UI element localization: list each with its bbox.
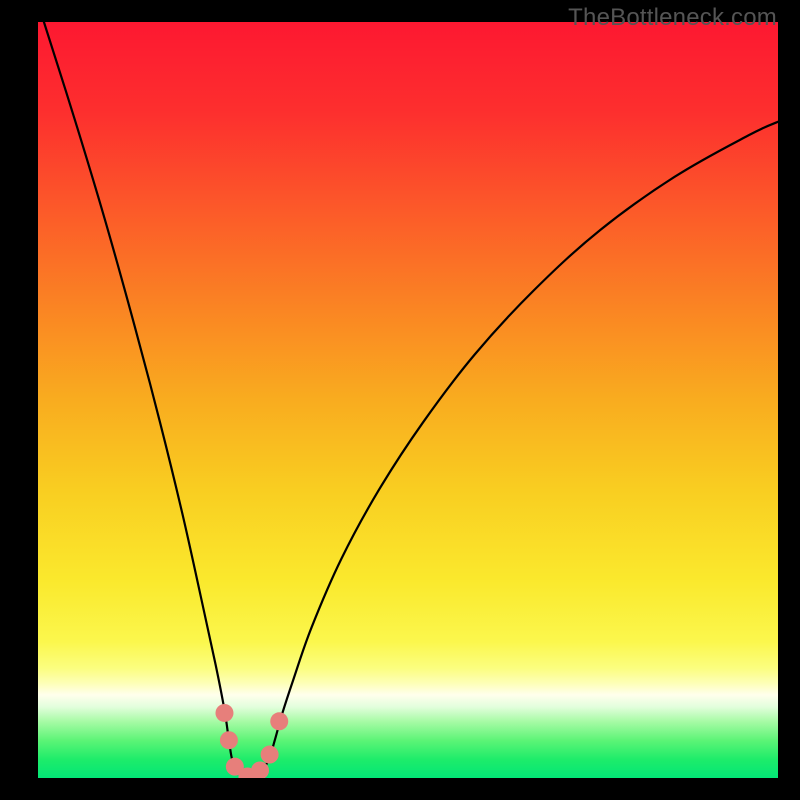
bottleneck-curve: [44, 22, 778, 777]
curve-marker: [270, 712, 288, 730]
chart-root: TheBottleneck.com: [0, 0, 800, 800]
curve-marker: [261, 746, 279, 764]
frame-left: [0, 0, 38, 800]
curve-marker: [220, 731, 238, 749]
curve-layer: [0, 0, 800, 800]
curve-marker: [215, 704, 233, 722]
frame-bottom: [0, 778, 800, 800]
watermark-text: TheBottleneck.com: [568, 4, 777, 32]
frame-right: [778, 0, 800, 800]
curve-marker: [251, 761, 269, 779]
